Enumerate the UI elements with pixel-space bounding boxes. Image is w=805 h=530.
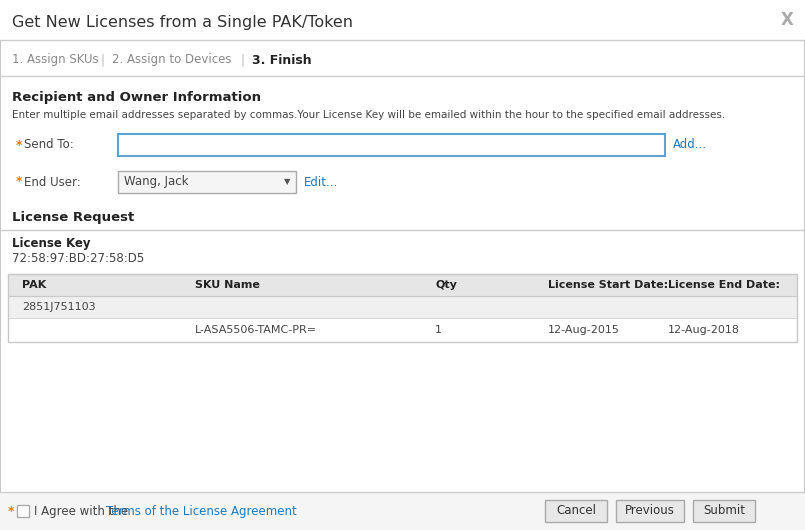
Bar bbox=[8, 274, 797, 296]
Text: 2. Assign to Devices: 2. Assign to Devices bbox=[112, 54, 232, 66]
Bar bbox=[693, 500, 755, 522]
Text: Qty: Qty bbox=[435, 280, 457, 290]
Bar bbox=[0, 492, 805, 530]
Text: Enter multiple email addresses separated by commas.Your License Key will be emai: Enter multiple email addresses separated… bbox=[12, 110, 725, 120]
Text: *: * bbox=[8, 505, 14, 517]
Text: |: | bbox=[100, 54, 104, 66]
Text: 2851J751103: 2851J751103 bbox=[22, 302, 96, 312]
Text: Wang, Jack: Wang, Jack bbox=[124, 175, 188, 189]
Bar bbox=[8, 318, 797, 342]
Text: 3. Finish: 3. Finish bbox=[252, 54, 312, 66]
Bar bbox=[8, 274, 797, 342]
Text: License Start Date:: License Start Date: bbox=[548, 280, 668, 290]
Bar bbox=[118, 171, 296, 193]
Text: |: | bbox=[240, 54, 244, 66]
Text: 1. Assign SKUs: 1. Assign SKUs bbox=[12, 54, 99, 66]
Text: License Key: License Key bbox=[12, 237, 90, 251]
Text: SKU Name: SKU Name bbox=[195, 280, 260, 290]
Text: Submit: Submit bbox=[703, 505, 745, 517]
Text: Add...: Add... bbox=[673, 138, 707, 152]
Text: L-ASA5506-TAMC-PR=: L-ASA5506-TAMC-PR= bbox=[195, 325, 317, 335]
Text: I Agree with the: I Agree with the bbox=[34, 505, 132, 517]
Text: Terms of the License Agreement: Terms of the License Agreement bbox=[106, 505, 297, 517]
Text: Previous: Previous bbox=[625, 505, 675, 517]
Text: Get New Licenses from a Single PAK/Token: Get New Licenses from a Single PAK/Token bbox=[12, 14, 353, 30]
Text: 1: 1 bbox=[435, 325, 442, 335]
Bar bbox=[0, 0, 805, 40]
Text: Recipient and Owner Information: Recipient and Owner Information bbox=[12, 91, 261, 103]
Bar bbox=[545, 500, 607, 522]
Text: 12-Aug-2015: 12-Aug-2015 bbox=[548, 325, 620, 335]
Text: PAK: PAK bbox=[22, 280, 46, 290]
Text: *: * bbox=[16, 138, 23, 152]
Text: X: X bbox=[781, 11, 794, 29]
Text: ▼: ▼ bbox=[284, 178, 291, 187]
Text: *: * bbox=[16, 175, 23, 189]
Bar bbox=[616, 500, 684, 522]
Text: Cancel: Cancel bbox=[556, 505, 596, 517]
Text: Edit...: Edit... bbox=[304, 175, 338, 189]
Bar bbox=[118, 134, 665, 156]
Text: End User:: End User: bbox=[24, 175, 80, 189]
Text: License End Date:: License End Date: bbox=[668, 280, 780, 290]
Text: License Request: License Request bbox=[12, 211, 134, 225]
Text: Send To:: Send To: bbox=[24, 138, 74, 152]
Bar bbox=[8, 296, 797, 318]
Text: 72:58:97:BD:27:58:D5: 72:58:97:BD:27:58:D5 bbox=[12, 252, 144, 266]
Bar bbox=[17, 505, 29, 517]
Text: 12-Aug-2018: 12-Aug-2018 bbox=[668, 325, 740, 335]
